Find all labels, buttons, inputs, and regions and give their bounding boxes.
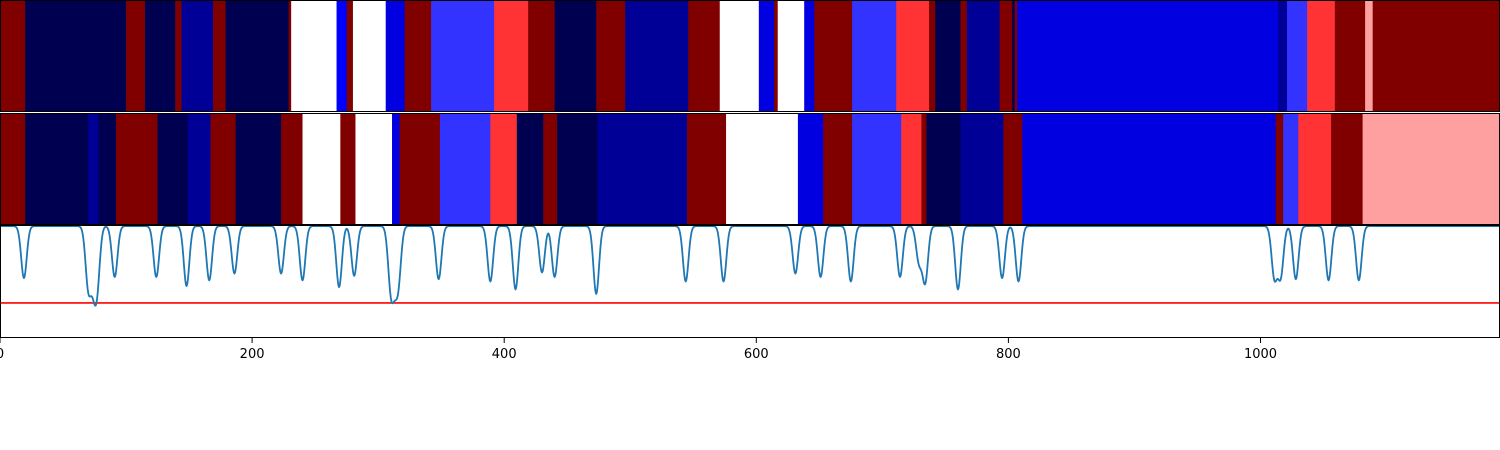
heatmap-cell-top-20 [625, 0, 689, 112]
heatmap-cell-top-32 [961, 0, 968, 112]
heatmap-cell-middle-12 [355, 113, 392, 225]
heatmap-cell-middle-2 [88, 113, 99, 225]
heatmap-cell-middle-25 [852, 113, 902, 225]
heatmap-row-top [0, 0, 1500, 112]
heatmap-cell-top-14 [405, 0, 432, 112]
heatmap-cell-top-17 [528, 0, 555, 112]
heatmap-cell-middle-35 [1331, 113, 1363, 225]
heatmap-cell-top-11 [347, 0, 354, 112]
heatmap-cell-middle-24 [823, 113, 853, 225]
heatmap-cell-middle-13 [392, 113, 400, 225]
heatmap-cell-middle-22 [726, 113, 798, 225]
heatmap-cell-top-5 [182, 0, 214, 112]
heatmap-cell-middle-4 [116, 113, 158, 225]
heatmap-cell-top-24 [774, 0, 778, 112]
x-tick-label-4: 800 [996, 347, 1021, 362]
heatmap-cell-middle-29 [961, 113, 1004, 225]
heatmap-cell-middle-30 [1003, 113, 1023, 225]
heatmap-cell-top-42 [1365, 0, 1373, 112]
heatmap-cell-top-34 [1000, 0, 1013, 112]
heatmap-cell-top-22 [720, 0, 760, 112]
heatmap-cell-top-37 [1017, 0, 1279, 112]
heatmap-cell-top-29 [896, 0, 929, 112]
heatmap-cell-top-19 [596, 0, 626, 112]
heatmap-cell-top-39 [1287, 0, 1308, 112]
x-tick-label-2: 400 [492, 347, 517, 362]
heatmap-cell-middle-0 [0, 113, 26, 225]
heatmap-cell-top-25 [778, 0, 805, 112]
heatmap-cell-top-21 [688, 0, 720, 112]
heatmap-cell-top-4 [175, 0, 182, 112]
heatmap-cell-top-10 [337, 0, 348, 112]
heatmap-cell-middle-6 [188, 113, 211, 225]
heatmap-cell-top-6 [213, 0, 226, 112]
heatmap-cell-top-1 [25, 0, 126, 112]
x-tick-label-0: 0 [0, 347, 4, 362]
heatmap-cell-middle-27 [921, 113, 927, 225]
heatmap-cell-middle-28 [926, 113, 961, 225]
heatmap-cell-top-28 [852, 0, 897, 112]
heatmap-cell-middle-34 [1298, 113, 1331, 225]
heatmap-cell-top-16 [494, 0, 529, 112]
heatmap-cell-middle-31 [1022, 113, 1276, 225]
heatmap-cell-middle-3 [98, 113, 116, 225]
line-panel [0, 226, 1500, 306]
signal-line [0, 226, 1500, 306]
heatmap-cell-middle-7 [211, 113, 237, 225]
heatmap-cell-top-13 [386, 0, 406, 112]
heatmap-cell-top-18 [555, 0, 597, 112]
heatmap-cell-top-2 [126, 0, 146, 112]
heatmap-cell-top-3 [145, 0, 176, 112]
heatmap-cell-top-30 [929, 0, 936, 112]
heatmap-cell-top-12 [353, 0, 386, 112]
x-tick-label-5: 1000 [1244, 347, 1277, 362]
heatmap-cell-middle-10 [303, 113, 341, 225]
heatmap-cell-middle-17 [517, 113, 544, 225]
x-tick-label-1: 200 [240, 347, 265, 362]
heatmap-cell-top-40 [1307, 0, 1335, 112]
heatmap-cell-top-23 [759, 0, 775, 112]
heatmap-cell-middle-26 [901, 113, 922, 225]
heatmap-cell-middle-33 [1283, 113, 1299, 225]
heatmap-cell-middle-11 [340, 113, 356, 225]
heatmap-cell-middle-19 [557, 113, 598, 225]
x-tick-label-3: 600 [744, 347, 769, 362]
heatmap-cell-top-41 [1335, 0, 1366, 112]
heatmap-cell-top-43 [1373, 0, 1500, 112]
heatmap-cell-top-38 [1278, 0, 1287, 112]
heatmap-cell-middle-36 [1363, 113, 1500, 225]
heatmap-cell-middle-8 [236, 113, 282, 225]
heatmap-cell-top-33 [967, 0, 1000, 112]
heatmap-cell-top-31 [935, 0, 961, 112]
heatmap-cell-top-9 [291, 0, 337, 112]
heatmap-cell-top-15 [431, 0, 495, 112]
heatmap-cell-middle-23 [798, 113, 824, 225]
heatmap-cell-top-26 [804, 0, 815, 112]
heatmap-cell-middle-15 [440, 113, 491, 225]
heatmap-cell-middle-1 [25, 113, 89, 225]
heatmap-cell-middle-21 [687, 113, 727, 225]
heatmap-cell-middle-16 [490, 113, 517, 225]
heatmap-cell-middle-5 [158, 113, 189, 225]
heatmap-cell-middle-14 [400, 113, 441, 225]
heatmap-cell-top-0 [0, 0, 26, 112]
heatmap-cell-top-7 [226, 0, 290, 112]
heatmap-row-middle [0, 113, 1500, 225]
heatmap-cell-middle-32 [1276, 113, 1284, 225]
heatmap-cell-top-27 [814, 0, 852, 112]
heatmap-cell-middle-20 [597, 113, 687, 225]
heatmap-cell-middle-9 [281, 113, 303, 225]
heatmap-cell-middle-18 [543, 113, 557, 225]
x-axis: 0 200 400 600 800 1000 [0, 338, 1277, 362]
